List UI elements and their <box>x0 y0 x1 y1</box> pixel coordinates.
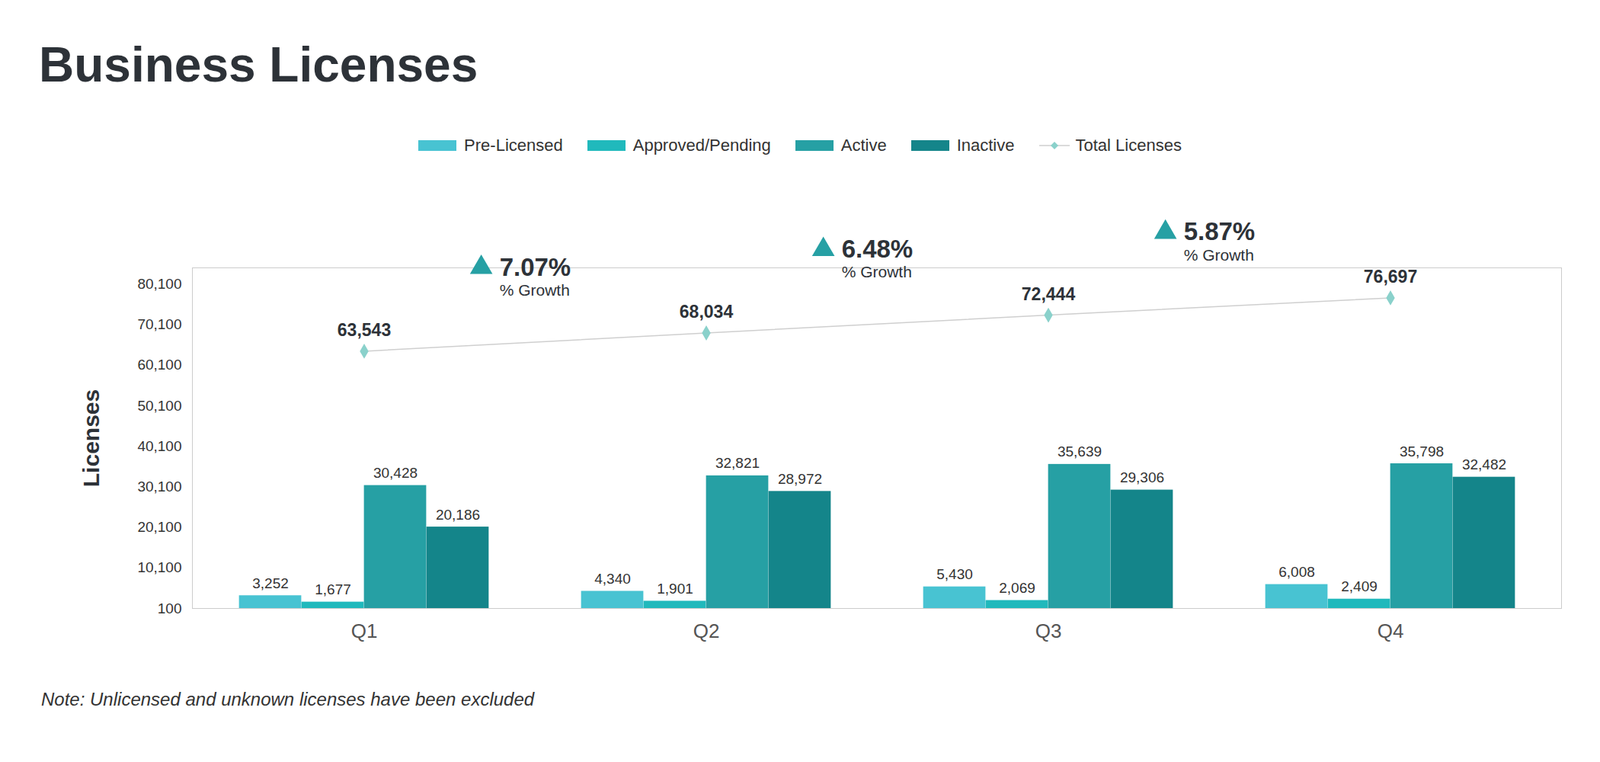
svg-text:76,697: 76,697 <box>1363 266 1418 287</box>
svg-text:% Growth: % Growth <box>499 281 570 299</box>
svg-text:6.48%: 6.48% <box>841 234 914 263</box>
svg-text:2,409: 2,409 <box>1340 578 1378 595</box>
svg-text:Q3: Q3 <box>1035 619 1063 643</box>
svg-text:20,186: 20,186 <box>435 506 480 523</box>
svg-text:30,100: 30,100 <box>137 478 182 495</box>
svg-text:29,306: 29,306 <box>1120 469 1165 486</box>
svg-text:3,252: 3,252 <box>252 575 289 592</box>
svg-text:1,677: 1,677 <box>314 581 352 598</box>
svg-text:32,482: 32,482 <box>1462 456 1507 473</box>
svg-text:68,034: 68,034 <box>679 301 734 322</box>
svg-text:Q2: Q2 <box>693 619 720 643</box>
svg-text:32,821: 32,821 <box>715 454 760 471</box>
svg-text:6,008: 6,008 <box>1278 563 1316 580</box>
svg-text:28,972: 28,972 <box>777 470 823 487</box>
svg-text:Q1: Q1 <box>351 619 378 643</box>
svg-text:35,798: 35,798 <box>1399 443 1444 460</box>
svg-text:% Growth: % Growth <box>1184 246 1255 264</box>
svg-text:2,069: 2,069 <box>998 579 1036 596</box>
svg-text:5,430: 5,430 <box>936 566 973 583</box>
html-text:Licenses: Licenses <box>78 389 104 488</box>
svg-text:63,543: 63,543 <box>337 320 391 340</box>
svg-text:10,100: 10,100 <box>137 559 182 576</box>
html-text:Total Licenses: Total Licenses <box>1075 135 1182 155</box>
svg-text:72,444: 72,444 <box>1021 284 1076 304</box>
svg-text:7.07%: 7.07% <box>499 252 572 282</box>
svg-text:60,100: 60,100 <box>137 356 182 373</box>
html-text:Active: Active <box>840 135 887 155</box>
svg-text:50,100: 50,100 <box>137 397 182 414</box>
html-text:Inactive: Inactive <box>956 135 1015 155</box>
html-text:Business Licenses: Business Licenses <box>38 37 478 93</box>
svg-text:70,100: 70,100 <box>137 316 182 333</box>
html-text:Pre-Licensed: Pre-Licensed <box>464 135 563 155</box>
svg-text:% Growth: % Growth <box>841 262 912 281</box>
svg-text:Q4: Q4 <box>1377 619 1405 643</box>
html-text:Note: Unlicensed and unknown l: Note: Unlicensed and unknown licenses ha… <box>41 688 535 710</box>
svg-text:35,639: 35,639 <box>1057 443 1102 460</box>
svg-text:80,100: 80,100 <box>137 275 182 292</box>
svg-text:40,100: 40,100 <box>137 438 182 455</box>
svg-text:100: 100 <box>157 600 183 617</box>
svg-text:30,428: 30,428 <box>373 464 418 481</box>
html-text:Approved/Pending: Approved/Pending <box>632 135 771 155</box>
svg-text:20,100: 20,100 <box>137 518 182 535</box>
svg-text:1,901: 1,901 <box>656 580 694 597</box>
svg-text:4,340: 4,340 <box>594 570 631 587</box>
svg-text:5.87%: 5.87% <box>1184 217 1256 246</box>
